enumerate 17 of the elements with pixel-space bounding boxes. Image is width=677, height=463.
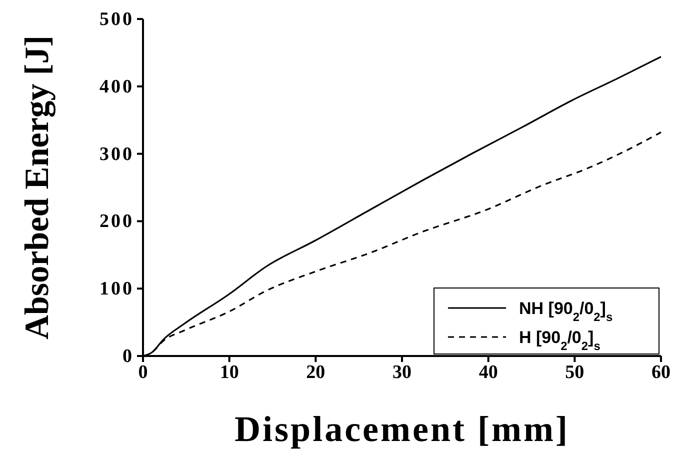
y-tick-label: 400 (100, 76, 134, 98)
y-tick-label: 200 (100, 211, 134, 232)
x-tick-label: 20 (306, 362, 326, 383)
x-tick-label: 30 (392, 362, 412, 383)
x-tick-label: 40 (478, 362, 498, 383)
legend-label: NH [90$_{2}$/0$_{2}$]$_{s}$ (519, 299, 613, 324)
y-tick-label: 0 (122, 346, 134, 367)
y-tick-label: 500 (100, 9, 134, 30)
x-tick-label: 10 (220, 362, 239, 383)
y-tick-label: 300 (100, 144, 134, 165)
x-tick-label: 0 (138, 362, 148, 383)
legend-label: H [90$_{2}$/0$_{2}$]$_{s}$ (519, 328, 601, 353)
y-axis-title: Absorbed Energy [J] (19, 35, 56, 340)
y-tick-label: 100 (100, 278, 134, 300)
x-tick-label: 60 (652, 362, 670, 383)
x-tick-label: 50 (565, 362, 584, 383)
x-axis-title: Displacement [mm] (234, 409, 570, 449)
